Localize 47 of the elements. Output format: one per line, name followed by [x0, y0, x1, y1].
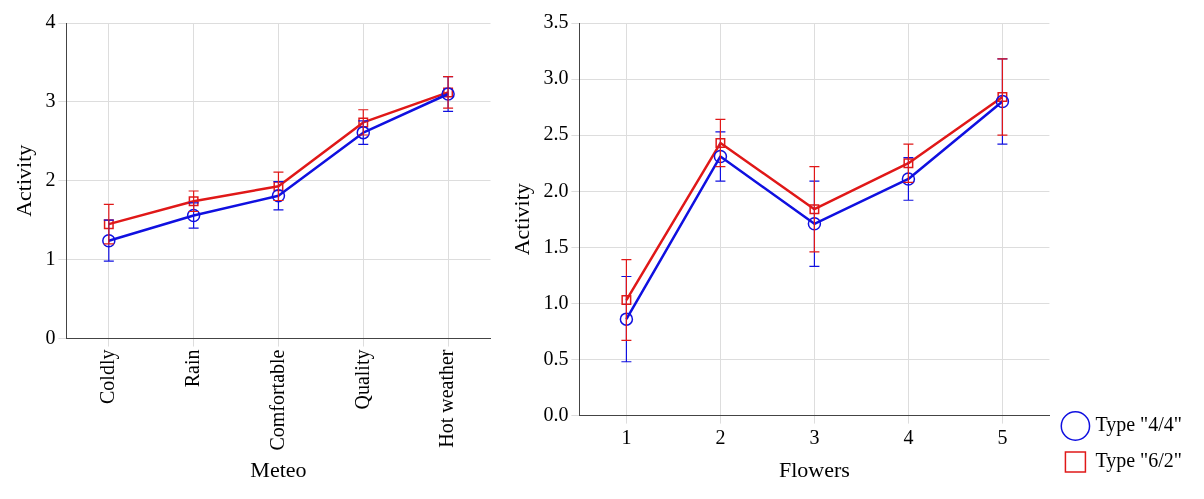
- x-axis-title: Meteo: [250, 456, 307, 482]
- x-tick-label: Rain: [180, 349, 203, 388]
- y-tick-label: 2.5: [543, 122, 569, 145]
- x-tick-label: Coldly: [96, 349, 120, 404]
- point: [621, 295, 632, 306]
- y-axis-title: Activity: [508, 183, 534, 256]
- x-tick-label: Hot weather: [435, 349, 458, 448]
- y-tick-label: 1.0: [543, 290, 569, 313]
- point: [356, 125, 371, 140]
- x-tick-label: 5: [997, 425, 1008, 448]
- point: [188, 196, 199, 207]
- x-tick-label: 3: [809, 425, 820, 448]
- point: [358, 117, 369, 128]
- point: [273, 181, 284, 192]
- y-tick-label: 0.0: [543, 402, 569, 425]
- point: [619, 312, 634, 326]
- y-axis-title: Activity: [10, 144, 36, 217]
- point: [103, 219, 114, 230]
- point: [713, 149, 728, 164]
- x-tick-label: Comfortable: [265, 349, 288, 451]
- x-tick-label: 2: [715, 425, 726, 448]
- legend-label: Type "6/2": [1095, 449, 1183, 473]
- y-tick-label: 1.5: [543, 234, 569, 257]
- point: [271, 189, 286, 203]
- y-tick-label: 3.5: [543, 10, 569, 33]
- y-tick-label: 0: [45, 325, 56, 348]
- x-tick-label: Quality: [350, 349, 374, 410]
- point: [995, 94, 1010, 109]
- x-tick-label: 4: [903, 425, 914, 448]
- y-tick-label: 2.0: [543, 178, 569, 201]
- y-tick-label: 4: [45, 10, 56, 33]
- point: [807, 217, 822, 231]
- point: [809, 204, 820, 215]
- y-tick-label: 3.0: [543, 66, 569, 89]
- y-tick-label: 1: [45, 246, 56, 269]
- point: [903, 158, 914, 169]
- y-tick-label: 0.5: [543, 346, 569, 369]
- y-tick-label: 2: [45, 168, 56, 191]
- point: [715, 138, 726, 149]
- x-axis-title: Flowers: [778, 456, 850, 482]
- y-tick-label: 3: [45, 89, 56, 112]
- point: [997, 92, 1008, 103]
- point: [102, 233, 116, 248]
- legend-label: Type "4/4": [1095, 413, 1183, 437]
- point: [901, 172, 916, 186]
- point: [186, 208, 201, 223]
- x-tick-label: 1: [621, 425, 632, 448]
